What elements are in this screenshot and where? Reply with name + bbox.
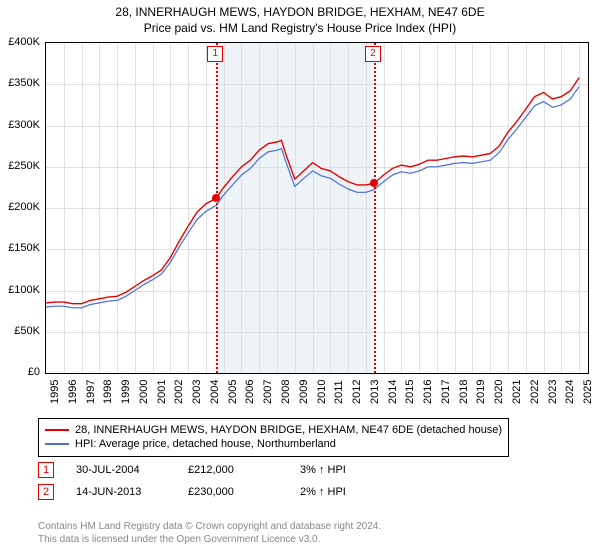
xtick-label: 2002 — [173, 380, 185, 404]
series-hpi — [46, 87, 579, 308]
event-price: £230,000 — [188, 486, 278, 498]
event-delta: 3% ↑ HPI — [300, 464, 390, 476]
ytick-label: £200K — [0, 201, 40, 213]
title-line-2: Price paid vs. HM Land Registry's House … — [0, 20, 600, 36]
sale-marker-badge: 2 — [365, 46, 381, 62]
xtick-label: 2014 — [387, 380, 399, 404]
xtick-label: 2004 — [209, 380, 221, 404]
plot-area — [45, 42, 589, 374]
sale-dot — [212, 194, 220, 202]
events-table: 1 30-JUL-2004 £212,000 3% ↑ HPI 2 14-JUN-2013… — [38, 462, 390, 506]
xtick-label: 2001 — [156, 380, 168, 404]
xtick-label: 2008 — [280, 380, 292, 404]
event-row: 1 30-JUL-2004 £212,000 3% ↑ HPI — [38, 462, 390, 478]
ytick-label: £250K — [0, 160, 40, 172]
series-property — [46, 78, 579, 304]
ytick-label: £50K — [0, 325, 40, 337]
legend-swatch — [45, 429, 69, 431]
xtick-label: 2017 — [440, 380, 452, 404]
xtick-label: 2012 — [351, 380, 363, 404]
legend-row: HPI: Average price, detached house, Nort… — [45, 437, 502, 451]
ytick-label: £150K — [0, 242, 40, 254]
xtick-label: 2016 — [422, 380, 434, 404]
xtick-label: 2005 — [227, 380, 239, 404]
licence-line-1: Contains HM Land Registry data © Crown c… — [38, 520, 381, 533]
xtick-label: 2024 — [564, 380, 576, 404]
chart-container: { "chart": { "type": "line", "title_line… — [0, 0, 600, 560]
event-badge: 2 — [38, 484, 54, 500]
xtick-label: 2022 — [529, 380, 541, 404]
legend: 28, INNERHAUGH MEWS, HAYDON BRIDGE, HEXH… — [38, 418, 509, 457]
event-date: 14-JUN-2013 — [76, 486, 166, 498]
xtick-label: 2025 — [582, 380, 594, 404]
xtick-label: 2018 — [458, 380, 470, 404]
sale-marker — [374, 43, 376, 373]
licence-line-2: This data is licensed under the Open Gov… — [38, 533, 381, 546]
licence-text: Contains HM Land Registry data © Crown c… — [38, 520, 381, 546]
xtick-label: 2003 — [191, 380, 203, 404]
xtick-label: 1996 — [67, 380, 79, 404]
ytick-label: £350K — [0, 77, 40, 89]
xtick-label: 1998 — [102, 380, 114, 404]
xtick-label: 2010 — [316, 380, 328, 404]
xtick-label: 2023 — [547, 380, 559, 404]
chart-title: 28, INNERHAUGH MEWS, HAYDON BRIDGE, HEXH… — [0, 0, 600, 36]
xtick-label: 2006 — [244, 380, 256, 404]
ytick-label: £300K — [0, 119, 40, 131]
xtick-label: 1997 — [85, 380, 97, 404]
ytick-label: £100K — [0, 284, 40, 296]
xtick-label: 2000 — [138, 380, 150, 404]
ytick-label: £0 — [0, 366, 40, 378]
xtick-label: 2015 — [404, 380, 416, 404]
xtick-label: 2011 — [333, 380, 345, 404]
sale-marker-badge: 1 — [207, 46, 223, 62]
xtick-label: 2009 — [298, 380, 310, 404]
event-row: 2 14-JUN-2013 £230,000 2% ↑ HPI — [38, 484, 390, 500]
legend-label: HPI: Average price, detached house, Nort… — [75, 437, 336, 451]
xtick-label: 2019 — [475, 380, 487, 404]
event-delta: 2% ↑ HPI — [300, 486, 390, 498]
legend-label: 28, INNERHAUGH MEWS, HAYDON BRIDGE, HEXH… — [75, 423, 502, 437]
sale-dot — [370, 179, 378, 187]
xtick-label: 2013 — [369, 380, 381, 404]
y-axis: £0£50K£100K£150K£200K£250K£300K£350K£400… — [0, 42, 42, 372]
xtick-label: 2020 — [493, 380, 505, 404]
legend-row: 28, INNERHAUGH MEWS, HAYDON BRIDGE, HEXH… — [45, 423, 502, 437]
event-price: £212,000 — [188, 464, 278, 476]
event-badge: 1 — [38, 462, 54, 478]
legend-swatch — [45, 443, 69, 445]
event-date: 30-JUL-2004 — [76, 464, 166, 476]
xtick-label: 2021 — [511, 380, 523, 404]
xtick-label: 2007 — [262, 380, 274, 404]
title-line-1: 28, INNERHAUGH MEWS, HAYDON BRIDGE, HEXH… — [0, 4, 600, 20]
xtick-label: 1999 — [120, 380, 132, 404]
plot-svg — [46, 43, 588, 373]
xtick-label: 1995 — [49, 380, 61, 404]
ytick-label: £400K — [0, 36, 40, 48]
sale-marker — [216, 43, 218, 373]
x-axis: 1995 1996 1997 1998 1999 2000 2001 2002 2003 2004… — [45, 376, 587, 416]
